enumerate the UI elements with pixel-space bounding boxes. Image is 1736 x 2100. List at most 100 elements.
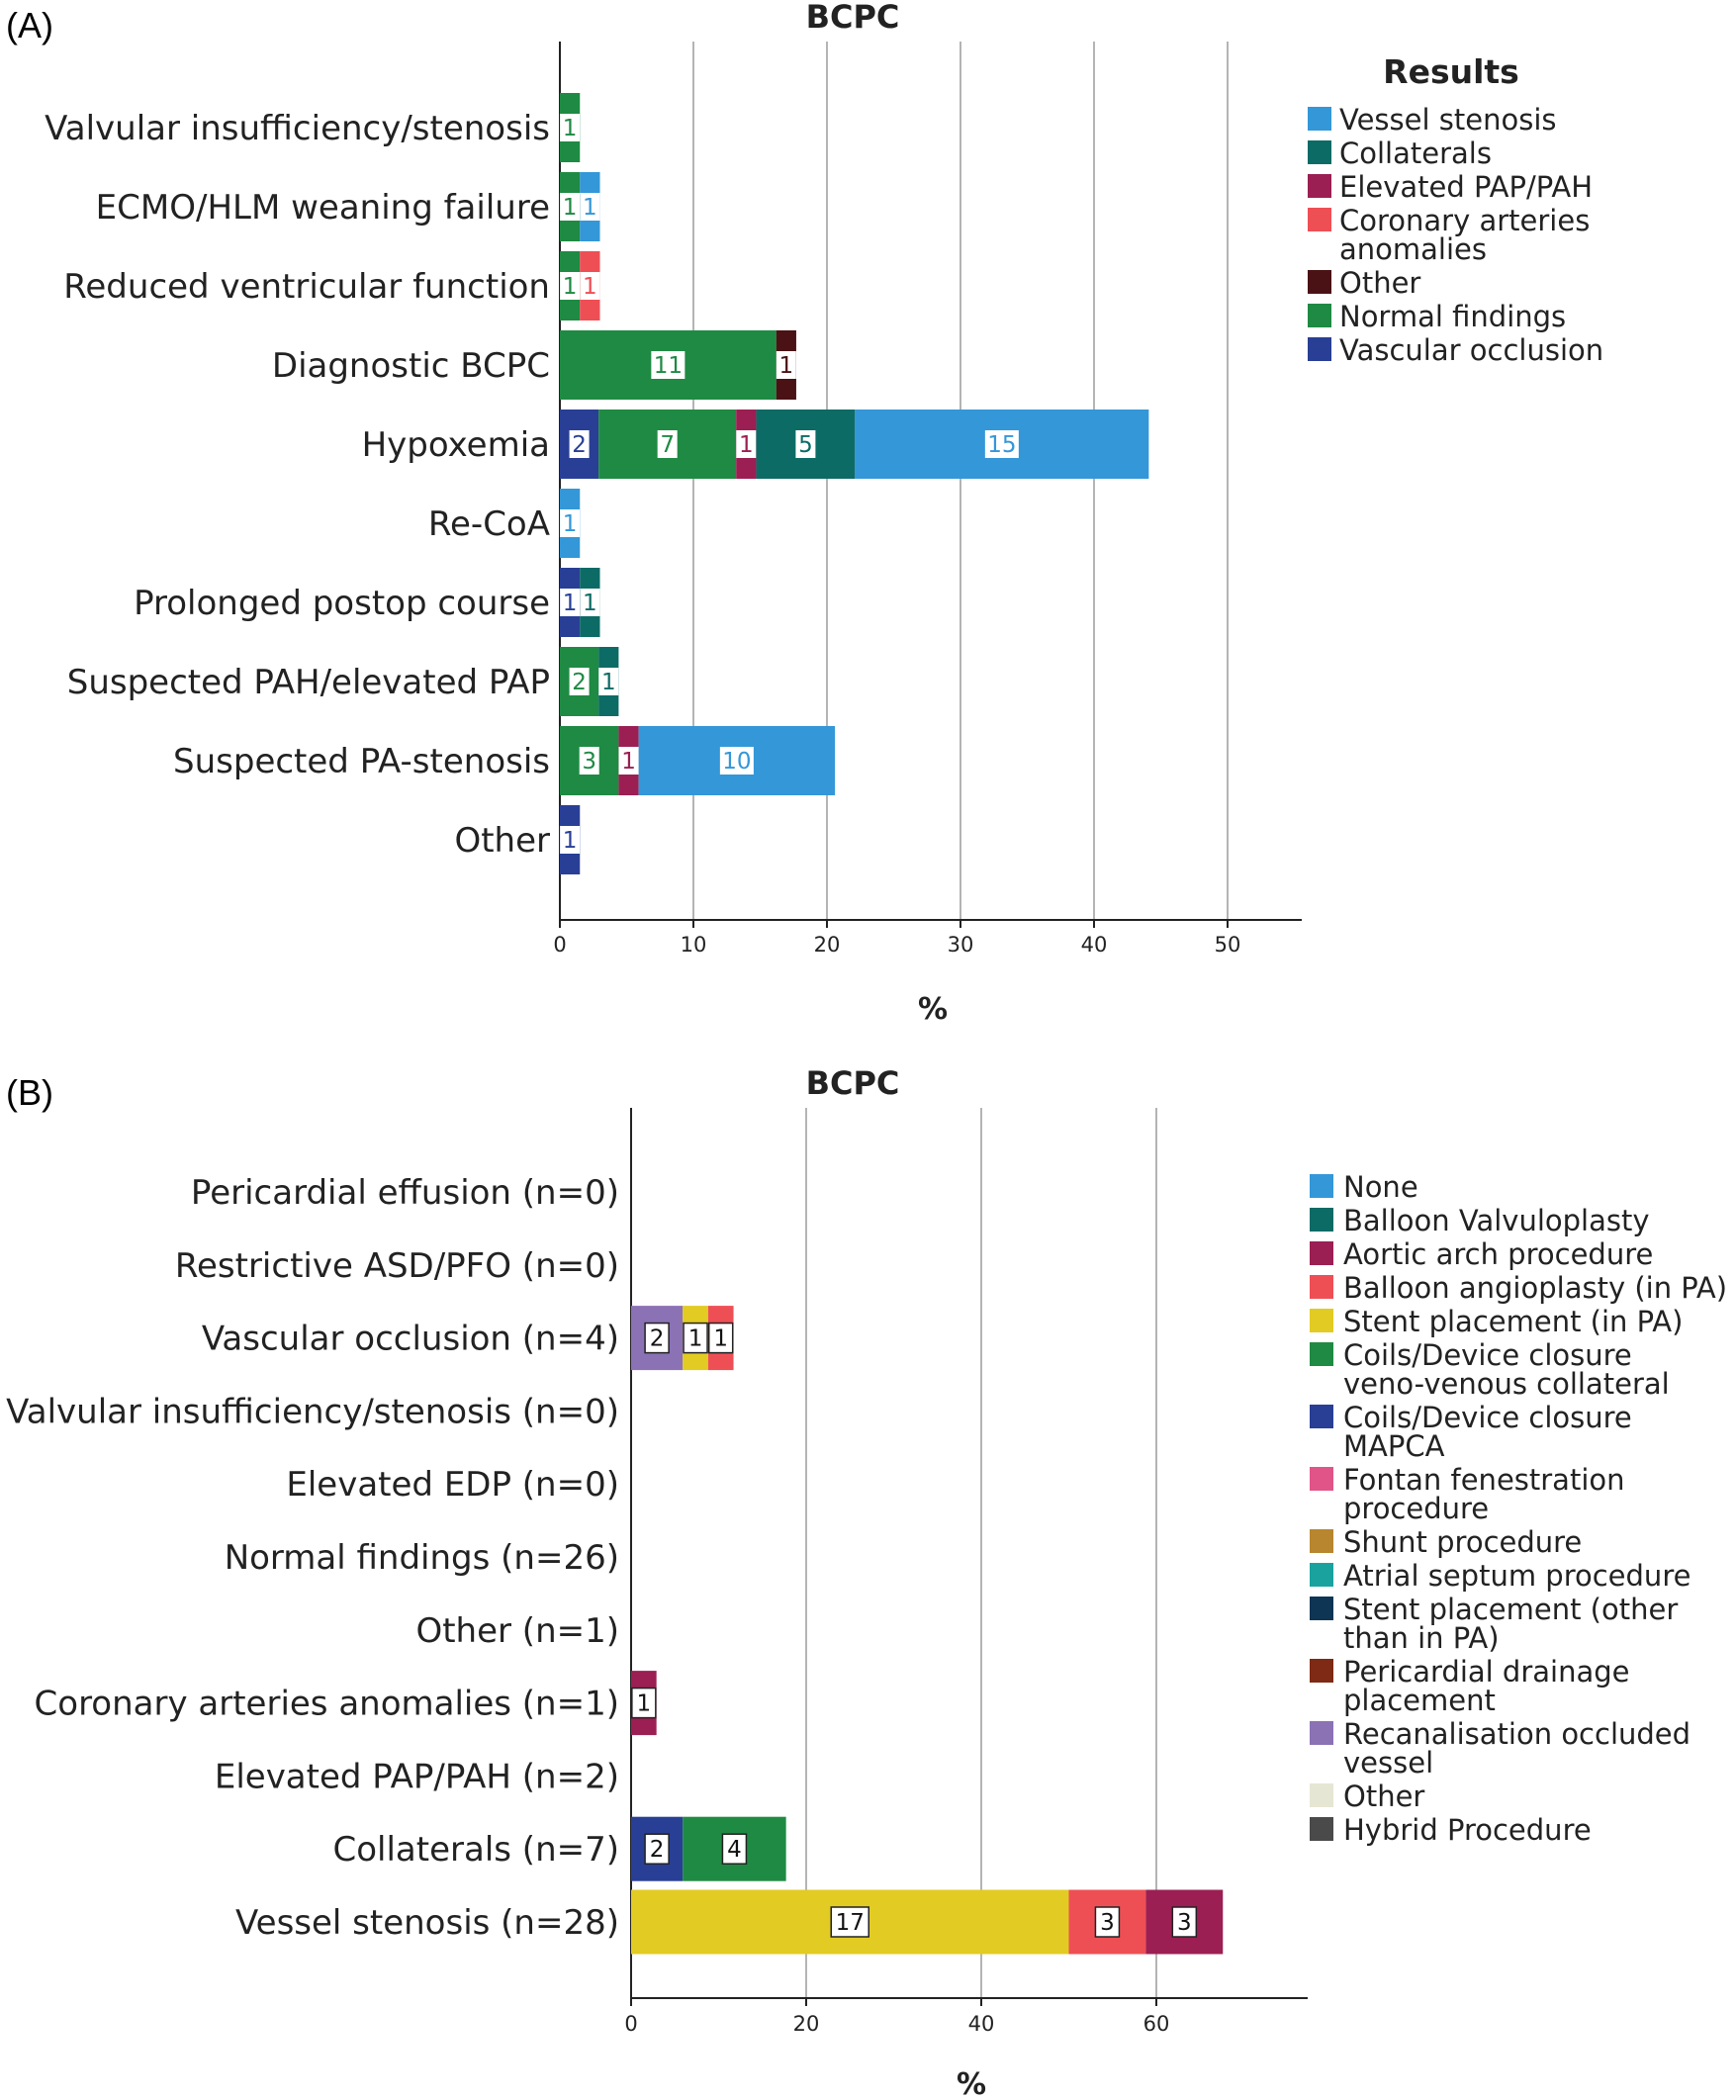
legend-label-coronary-arteries-anomalies: Coronary arteries anomalies	[1339, 204, 1590, 266]
category-label-collaterals-n-7: Collaterals (n=7)	[333, 1830, 620, 1870]
legend-label-fontan-fenestration-procedure: Fontan fenestration procedure	[1343, 1463, 1625, 1525]
data-label-reduced-ventricular-function-normal-findings: 1	[563, 274, 578, 300]
chart-title: BCPC	[806, 1064, 900, 1102]
data-label-suspected-pah-elevated-pap-normal-findings: 2	[572, 670, 587, 695]
legend-label-shunt-procedure: Shunt procedure	[1343, 1525, 1582, 1559]
x-tick-label-0: 0	[553, 933, 566, 957]
legend-label-other: Other	[1343, 1780, 1424, 1813]
category-label-prolonged-postop-course: Prolonged postop course	[134, 584, 550, 623]
data-label-vessel-stenosis-n-28-aortic-arch-procedure: 3	[1177, 1910, 1192, 1936]
category-label-elevated-edp-n-0: Elevated EDP (n=0)	[286, 1465, 619, 1505]
category-label-reduced-ventricular-function: Reduced ventricular function	[63, 267, 550, 307]
legend-swatch-hybrid-procedure	[1310, 1817, 1333, 1841]
data-label-box-hypoxemia-elevated-pap-pah	[736, 430, 757, 458]
x-tick-label-10: 10	[681, 933, 707, 957]
legend-label-hybrid-procedure: Hybrid Procedure	[1343, 1813, 1592, 1847]
data-label-diagnostic-bcpc-normal-findings: 11	[654, 353, 683, 379]
x-tick-label-20: 20	[814, 933, 841, 957]
category-label-other-n-1: Other (n=1)	[415, 1611, 619, 1651]
category-label-restrictive-asd-pfo-n-0: Restrictive ASD/PFO (n=0)	[175, 1246, 619, 1286]
data-label-box-hypoxemia-normal-findings	[657, 430, 678, 458]
category-label-ecmo-hlm-weaning-failure: ECMO/HLM weaning failure	[96, 188, 550, 228]
category-label-suspected-pah-elevated-pap: Suspected PAH/elevated PAP	[67, 663, 550, 702]
x-tick-label-20: 20	[793, 2012, 820, 2036]
x-tick-label-40: 40	[968, 2012, 995, 2036]
legend-title: Results	[1383, 52, 1519, 91]
legend-label-collaterals: Collaterals	[1339, 137, 1492, 170]
category-label-valvular-insufficiency-stenosis: Valvular insufficiency/stenosis	[45, 109, 550, 148]
data-label-hypoxemia-elevated-pap-pah: 1	[739, 432, 754, 458]
category-label-elevated-pap-pah-n-2: Elevated PAP/PAH (n=2)	[215, 1757, 619, 1796]
legend-swatch-normal-findings	[1308, 304, 1331, 327]
data-label-box-prolonged-postop-course-vascular-occlusion	[560, 589, 581, 616]
data-label-box-other-vascular-occlusion	[560, 826, 581, 854]
legend-swatch-elevated-pap-pah	[1308, 174, 1331, 198]
legend-label-stent-placement-in-pa: Stent placement (in PA)	[1343, 1305, 1683, 1338]
category-label-valvular-insufficiency-stenosis-n-0: Valvular insufficiency/stenosis (n=0)	[6, 1392, 619, 1431]
x-axis-title: %	[918, 992, 948, 1027]
data-label-box-hypoxemia-vascular-occlusion	[569, 430, 590, 458]
legend-label-stent-placement-other-than-in-pa: Stent placement (other than in PA)	[1343, 1593, 1678, 1655]
data-label-hypoxemia-vascular-occlusion: 2	[572, 432, 587, 458]
x-tick-label-40: 40	[1081, 933, 1108, 957]
data-label-vascular-occlusion-n-4-stent-placement-in-pa: 1	[688, 1326, 703, 1352]
x-axis-title: %	[957, 2067, 986, 2100]
legend-swatch-shunt-procedure	[1310, 1529, 1333, 1553]
legend-swatch-fontan-fenestration-procedure	[1310, 1467, 1333, 1491]
category-label-pericardial-effusion-n-0: Pericardial effusion (n=0)	[191, 1173, 619, 1213]
category-label-other: Other	[454, 821, 550, 861]
data-label-box-reduced-ventricular-function-coronary-arteries-anomalies	[580, 272, 600, 300]
data-label-box-coronary-arteries-anomalies-n-1-aortic-arch-procedure	[631, 1687, 657, 1719]
data-label-ecmo-hlm-weaning-failure-normal-findings: 1	[563, 195, 578, 221]
data-label-reduced-ventricular-function-coronary-arteries-anomalies: 1	[583, 274, 597, 300]
data-label-suspected-pah-elevated-pap-collaterals: 1	[601, 670, 616, 695]
legend-swatch-coils-device-closure-veno-venous-collateral	[1310, 1342, 1333, 1366]
data-label-box-suspected-pah-elevated-pap-collaterals	[598, 668, 619, 695]
data-label-box-reduced-ventricular-function-normal-findings	[560, 272, 581, 300]
chart-a: BCPC 0 10 20 30 40 50% Valvular insufficiency/s…	[45, 0, 1603, 1027]
legend-label-vessel-stenosis: Vessel stenosis	[1339, 103, 1556, 137]
data-label-box-suspected-pa-stenosis-normal-findings	[579, 747, 599, 775]
category-label-normal-findings-n-26: Normal findings (n=26)	[225, 1538, 619, 1578]
legend-swatch-vessel-stenosis	[1308, 107, 1331, 131]
legend-label-atrial-septum-procedure: Atrial septum procedure	[1343, 1559, 1690, 1593]
legend-label-recanalisation-occluded-vessel: Recanalisation occluded vessel	[1343, 1717, 1690, 1780]
data-label-vascular-occlusion-n-4-recanalisation-occluded-vessel: 2	[650, 1326, 665, 1352]
legend-swatch-stent-placement-in-pa	[1310, 1309, 1333, 1332]
legend-swatch-other	[1310, 1783, 1333, 1807]
data-label-box-vessel-stenosis-n-28-aortic-arch-procedure	[1171, 1906, 1198, 1938]
panel-a-label: (A)	[6, 5, 53, 46]
data-label-coronary-arteries-anomalies-n-1-aortic-arch-procedure: 1	[637, 1691, 652, 1717]
legend-swatch-none	[1310, 1174, 1333, 1198]
data-label-box-suspected-pah-elevated-pap-normal-findings	[569, 668, 590, 695]
data-label-box-hypoxemia-vessel-stenosis	[984, 430, 1019, 458]
data-label-valvular-insufficiency-stenosis-normal-findings: 1	[563, 116, 578, 141]
panel-b-label: (B)	[6, 1072, 53, 1113]
chart-title: BCPC	[806, 0, 900, 36]
category-label-suspected-pa-stenosis: Suspected PA-stenosis	[173, 742, 550, 781]
data-label-diagnostic-bcpc-other: 1	[779, 353, 794, 379]
data-label-box-ecmo-hlm-weaning-failure-normal-findings	[560, 193, 581, 221]
chart-b: BCPC 0 20 40 60% Pericardial effusion (n=0) Re…	[6, 1064, 1727, 2100]
data-label-box-prolonged-postop-course-collaterals	[580, 589, 600, 616]
data-label-box-diagnostic-bcpc-normal-findings	[651, 351, 685, 379]
data-label-suspected-pa-stenosis-vessel-stenosis: 10	[722, 749, 751, 775]
legend-label-balloon-angioplasty-in-pa: Balloon angioplasty (in PA)	[1343, 1271, 1727, 1305]
legend-swatch-stent-placement-other-than-in-pa	[1310, 1597, 1333, 1620]
data-label-box-vascular-occlusion-n-4-recanalisation-occluded-vessel	[644, 1322, 670, 1354]
legend-label-coils-device-closure-mapca: Coils/Device closure MAPCA	[1343, 1401, 1632, 1463]
data-label-hypoxemia-collaterals: 5	[798, 432, 813, 458]
x-tick-label-50: 50	[1215, 933, 1241, 957]
data-label-ecmo-hlm-weaning-failure-vessel-stenosis: 1	[583, 195, 597, 221]
legend-swatch-vascular-occlusion	[1308, 337, 1331, 361]
data-label-box-collaterals-n-7-coils-device-closure-mapca	[644, 1833, 670, 1865]
legend-swatch-coils-device-closure-mapca	[1310, 1405, 1333, 1428]
data-label-vessel-stenosis-n-28-balloon-angioplasty-in-pa: 3	[1100, 1910, 1115, 1936]
legend-swatch-pericardial-drainage-placement	[1310, 1659, 1333, 1683]
legend-label-vascular-occlusion: Vascular occlusion	[1339, 333, 1603, 367]
data-label-box-ecmo-hlm-weaning-failure-vessel-stenosis	[580, 193, 600, 221]
category-label-re-coa: Re-CoA	[428, 504, 550, 544]
data-label-box-suspected-pa-stenosis-elevated-pap-pah	[618, 747, 639, 775]
data-label-collaterals-n-7-coils-device-closure-veno-venous-collateral: 4	[727, 1837, 742, 1863]
data-label-box-re-coa-vessel-stenosis	[560, 509, 581, 537]
